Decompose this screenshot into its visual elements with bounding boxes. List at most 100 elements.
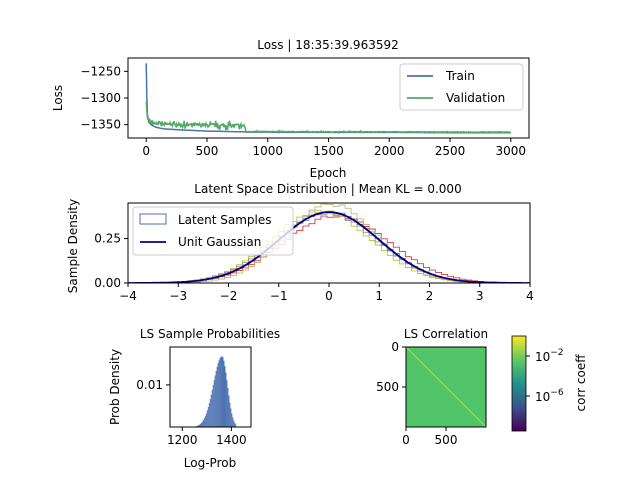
latent-xtick-label: 2 bbox=[426, 289, 434, 303]
logprob-bar bbox=[234, 422, 236, 427]
latent-xtick-label: 4 bbox=[526, 289, 534, 303]
latent-y-axis: 0.00 0.25 bbox=[94, 232, 128, 290]
logprob-bar bbox=[199, 423, 201, 427]
legend-validation-label: Validation bbox=[446, 91, 505, 105]
colorbar-label: corr coeff bbox=[574, 354, 588, 412]
loss-xtick-label: 2500 bbox=[435, 144, 466, 158]
logprob-bar bbox=[232, 417, 234, 427]
loss-ytick-label: −1300 bbox=[80, 91, 121, 105]
latent-unit-gaussian-curve bbox=[128, 211, 530, 283]
logprob-bar bbox=[205, 413, 207, 427]
logprob-plot-area bbox=[196, 356, 237, 427]
colorbar-tick-2: 10−6 bbox=[526, 388, 564, 404]
latent-ytick-label: 0.00 bbox=[94, 276, 121, 290]
logprob-xtick-label: 1400 bbox=[216, 433, 247, 447]
logprob-bar bbox=[207, 407, 209, 427]
corr-title: LS Correlation bbox=[404, 327, 488, 341]
corr-diagonal bbox=[405, 346, 487, 428]
corr-y-axis: 0 500 bbox=[376, 340, 406, 394]
corr-ytick-label: 0 bbox=[391, 340, 399, 354]
logprob-bar bbox=[230, 408, 232, 427]
logprob-x-axis: 1200 1400 bbox=[167, 427, 247, 447]
logprob-bar bbox=[197, 425, 199, 427]
legend-unit-gaussian-label: Unit Gaussian bbox=[178, 235, 261, 249]
logprob-axes-frame bbox=[169, 346, 252, 428]
latent-panel: Latent Space Distribution | Mean KL = 0.… bbox=[66, 182, 534, 303]
logprob-bar bbox=[198, 424, 200, 427]
logprob-bar bbox=[222, 357, 224, 427]
latent-title: Latent Space Distribution | Mean KL = 0.… bbox=[194, 182, 461, 196]
logprob-bar bbox=[221, 356, 223, 427]
latent-histogram-3 bbox=[128, 203, 530, 283]
latent-xtick-label: −1 bbox=[270, 289, 288, 303]
latent-xtick-label: 1 bbox=[375, 289, 383, 303]
loss-x-label: Epoch bbox=[310, 166, 347, 180]
latent-xtick-label: 0 bbox=[325, 289, 333, 303]
logprob-bar bbox=[203, 418, 205, 427]
logprob-panel: LS Sample Probabilities 1200 1400 0.01 Lo… bbox=[108, 327, 280, 470]
svg-text:10−6: 10−6 bbox=[535, 388, 564, 404]
logprob-bar bbox=[219, 358, 221, 427]
logprob-bar bbox=[214, 375, 216, 427]
corr-xtick-label: 0 bbox=[402, 433, 410, 447]
loss-xtick-label: 500 bbox=[196, 144, 219, 158]
logprob-bar bbox=[213, 380, 215, 427]
corr-panel: LS Correlation 0 500 0 500 10−2 10−6 corr … bbox=[376, 327, 588, 447]
logprob-bar bbox=[210, 394, 212, 427]
logprob-bar bbox=[204, 416, 206, 427]
logprob-bar bbox=[227, 387, 229, 427]
loss-xtick-label: 3000 bbox=[495, 144, 526, 158]
logprob-xtick-label: 1200 bbox=[167, 433, 198, 447]
latent-xtick-label: −3 bbox=[169, 289, 187, 303]
corr-xtick-label: 500 bbox=[435, 433, 458, 447]
latent-legend: Latent Samples Unit Gaussian bbox=[132, 206, 294, 256]
latent-xtick-label: −2 bbox=[220, 289, 238, 303]
loss-xtick-label: 1000 bbox=[252, 144, 283, 158]
legend-train-label: Train bbox=[445, 69, 475, 83]
corr-ytick-label: 500 bbox=[376, 380, 399, 394]
loss-xtick-label: 0 bbox=[142, 144, 150, 158]
loss-ytick-label: −1250 bbox=[80, 64, 121, 78]
latent-xtick-label: −4 bbox=[119, 289, 137, 303]
logprob-bar bbox=[216, 366, 218, 427]
logprob-bar bbox=[218, 360, 220, 427]
logprob-bar bbox=[223, 360, 225, 427]
logprob-bar bbox=[233, 420, 235, 427]
colorbar-tick-1: 10−2 bbox=[526, 348, 564, 364]
svg-text:10−2: 10−2 bbox=[535, 348, 564, 364]
loss-panel: Loss | 18:35:39.963592 0 500 1000 1500 2000 2… bbox=[51, 38, 530, 180]
logprob-bar bbox=[197, 425, 198, 427]
loss-plot-area bbox=[145, 63, 512, 135]
logprob-bar bbox=[202, 420, 204, 427]
logprob-bar bbox=[208, 403, 210, 427]
logprob-y-axis: 0.01 bbox=[136, 378, 170, 392]
loss-legend: Train Validation bbox=[399, 63, 524, 111]
loss-series-validation bbox=[145, 101, 512, 135]
latent-plot-area bbox=[128, 203, 530, 283]
loss-ytick-label: −1350 bbox=[80, 118, 121, 132]
loss-xtick-label: 2000 bbox=[374, 144, 405, 158]
loss-title: Loss | 18:35:39.963592 bbox=[257, 38, 399, 52]
logprob-bar bbox=[231, 413, 233, 427]
legend-latent-samples-label: Latent Samples bbox=[178, 213, 272, 227]
loss-y-label: Loss bbox=[51, 85, 65, 111]
logprob-bar bbox=[217, 363, 219, 427]
legend-latent-samples-swatch bbox=[139, 213, 167, 225]
latent-y-label: Sample Density bbox=[66, 199, 80, 293]
logprob-bar bbox=[228, 395, 230, 427]
logprob-bar bbox=[211, 389, 213, 427]
latent-xtick-label: 3 bbox=[476, 289, 484, 303]
logprob-title: LS Sample Probabilities bbox=[140, 327, 280, 341]
logprob-bar bbox=[209, 399, 211, 427]
logprob-bar bbox=[226, 380, 228, 427]
logprob-bar bbox=[215, 370, 217, 427]
logprob-bar bbox=[201, 421, 203, 427]
logprob-bar bbox=[206, 410, 208, 427]
logprob-bar bbox=[224, 366, 226, 427]
logprob-ytick-label: 0.01 bbox=[136, 378, 163, 392]
logprob-bar bbox=[225, 372, 227, 427]
logprob-y-label: Prob Density bbox=[108, 349, 122, 425]
logprob-bar bbox=[212, 385, 214, 427]
latent-x-axis: −4 −3 −2 −1 0 1 2 3 4 bbox=[119, 283, 534, 303]
